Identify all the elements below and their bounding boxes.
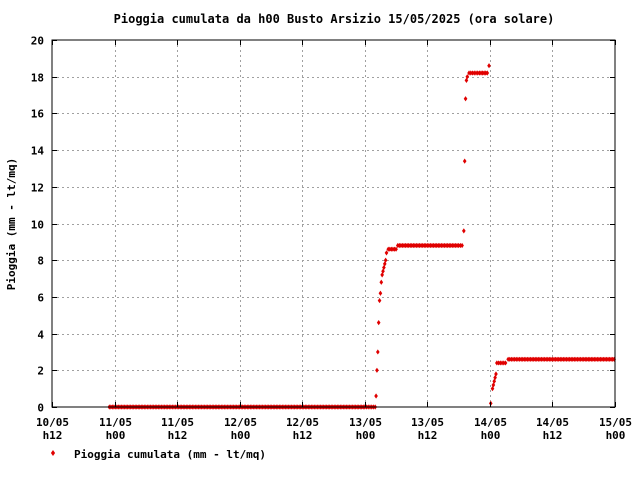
data-point <box>487 63 491 69</box>
x-tick-date: 12/05 <box>224 416 257 429</box>
y-tick-label: 20 <box>31 35 44 48</box>
x-tick-date: 11/05 <box>161 416 194 429</box>
x-tick-hour: h00 <box>356 429 376 442</box>
data-point <box>494 371 498 377</box>
x-axis-ticks: 10/05h1211/05h0011/05h1212/05h0012/05h12… <box>36 40 632 442</box>
y-tick-label: 18 <box>31 72 44 85</box>
y-axis-label: Pioggia (mm - lt/mq) <box>5 158 18 290</box>
y-tick-label: 2 <box>37 365 44 378</box>
data-point <box>491 382 496 388</box>
x-tick-hour: h12 <box>418 429 438 442</box>
x-tick-date: 15/05 <box>599 416 632 429</box>
y-tick-label: 10 <box>31 219 44 232</box>
x-tick-date: 12/05 <box>286 416 319 429</box>
y-tick-label: 0 <box>37 402 44 415</box>
y-tick-label: 16 <box>31 108 45 121</box>
y-tick-label: 6 <box>37 292 44 305</box>
x-tick-date: 11/05 <box>99 416 132 429</box>
chart-title: Pioggia cumulata da h00 Busto Arsizio 15… <box>114 12 555 26</box>
grid <box>52 40 615 407</box>
y-axis-ticks: 0 2 4 6 8 10 12 14 16 18 20 <box>31 35 615 415</box>
x-tick-hour: h12 <box>168 429 188 442</box>
data-point <box>375 349 380 355</box>
y-tick-label: 8 <box>37 255 44 268</box>
data-series <box>107 63 616 410</box>
x-tick-hour: h12 <box>293 429 313 442</box>
data-point <box>394 246 398 252</box>
data-point <box>503 360 508 366</box>
x-tick-hour: h12 <box>43 429 63 442</box>
legend-marker <box>50 450 56 456</box>
y-tick-label: 4 <box>37 329 44 342</box>
x-tick-date: 14/05 <box>536 416 569 429</box>
data-point <box>465 74 470 80</box>
data-point <box>462 228 466 234</box>
plot-frame <box>51 39 616 408</box>
x-tick-hour: h00 <box>606 429 626 442</box>
data-point <box>463 96 468 102</box>
data-point <box>485 70 490 76</box>
legend: Pioggia cumulata (mm - lt/mq) <box>50 448 266 461</box>
data-point <box>374 393 378 399</box>
y-tick-label: 14 <box>31 145 45 158</box>
data-point <box>377 297 382 304</box>
x-tick-date: 13/05 <box>349 416 382 429</box>
data-point <box>376 319 381 326</box>
x-tick-hour: h00 <box>231 429 251 442</box>
data-point <box>493 375 497 381</box>
data-point <box>462 158 467 164</box>
data-point <box>460 242 464 249</box>
x-tick-date: 14/05 <box>474 416 507 429</box>
x-tick-hour: h12 <box>543 429 563 442</box>
data-point <box>383 257 388 263</box>
x-tick-hour: h00 <box>106 429 126 442</box>
x-tick-date: 10/05 <box>36 416 69 429</box>
data-point <box>378 290 383 296</box>
data-point <box>384 250 389 256</box>
x-tick-date: 13/05 <box>411 416 444 429</box>
data-point <box>375 367 379 373</box>
data-point <box>382 264 386 271</box>
x-tick-hour: h00 <box>481 429 501 442</box>
data-point <box>379 279 384 285</box>
data-point <box>490 386 495 392</box>
legend-label: Pioggia cumulata (mm - lt/mq) <box>74 448 266 461</box>
y-tick-label: 12 <box>31 182 44 195</box>
